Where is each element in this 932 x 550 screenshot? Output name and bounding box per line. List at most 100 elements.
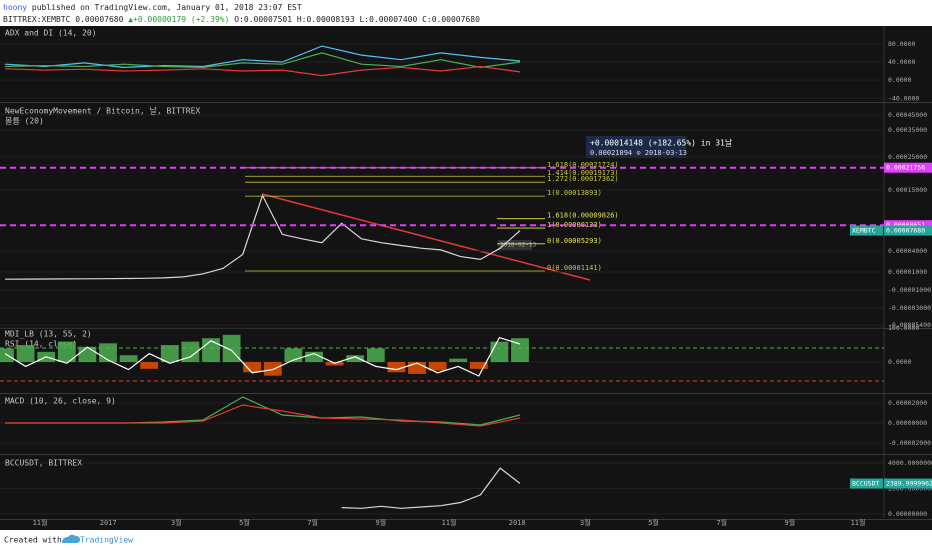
published: published on TradingView.com, January 01…: [32, 3, 302, 12]
trend-line: [261, 193, 591, 281]
series-line: [4, 336, 521, 377]
panel-title: BCCUSDT, BITTREX: [5, 459, 82, 468]
y-tick-label: 40.0000: [888, 58, 915, 66]
series-line: [4, 193, 521, 280]
series-line: [4, 45, 521, 69]
last-price: 0.00007680: [75, 15, 123, 24]
y-tick-label: -0.00002000: [888, 439, 931, 447]
histogram-bar: [78, 346, 97, 363]
histogram-bar: [16, 345, 35, 363]
price-label-box: [884, 225, 932, 236]
symbol: BITTREX:XEMBTC: [3, 15, 71, 24]
histogram-bar: [469, 362, 488, 369]
histogram-bar: [428, 362, 447, 371]
histogram-bar: [408, 362, 426, 374]
x-tick-label: 3월: [580, 518, 591, 527]
panel-title: ADX and DI (14, 20): [5, 29, 97, 38]
fib-label: 1(0.00013893): [547, 189, 602, 197]
header-bg: [0, 0, 932, 26]
series-line: [341, 467, 521, 509]
series-line: [4, 65, 521, 77]
y-tick-label: 0.0000: [888, 358, 912, 366]
price-label-box: [884, 220, 932, 231]
price-label-box: [884, 162, 932, 173]
measure-detail: 0.00021894 ⊙ 2018-03-13: [590, 149, 687, 157]
x-tick-label: 9월: [376, 518, 387, 527]
panel-title: MDI_LB (13, 55, 2): [5, 330, 92, 339]
histogram-bar: [346, 355, 365, 363]
y-tick-label: 0.00000000: [888, 419, 927, 427]
ohlc: O:0.00007501 H:0.00008193 L:0.00007400 C…: [234, 15, 480, 24]
y-tick-label: 0.0000: [888, 76, 912, 84]
fib-label: 1.414(0.00019173): [547, 169, 619, 177]
y-tick-label: 0.00035000: [888, 126, 927, 134]
fib-label: 0(0.00001141): [547, 264, 602, 272]
price-label-box: [884, 478, 932, 489]
publish-line: hoony published on TradingView.com, Janu…: [3, 3, 302, 12]
x-tick-label: 11월: [442, 518, 457, 527]
change: ▲+0.00000179 (+2.39%): [128, 15, 229, 24]
price-label: 0.00008651: [886, 221, 925, 229]
symbol-tag: BCCUSDT: [852, 480, 879, 488]
x-tick-label: 5월: [648, 518, 659, 527]
fib-label: 1.618(0.00009826): [547, 212, 619, 220]
y-tick-label: 100.0000: [888, 324, 919, 332]
panel-subtitle: RSI (14, close): [5, 340, 77, 349]
footer-created: Created with: [4, 536, 62, 545]
x-tick-label: 5월: [239, 518, 250, 527]
histogram-bar: [243, 362, 262, 373]
histogram-bar: [511, 338, 529, 363]
symbol-tag-box: [850, 225, 883, 236]
x-tick-label: 3월: [171, 518, 182, 527]
symbol-tag-box: [850, 478, 883, 489]
x-tick-label: 11월: [851, 518, 866, 527]
symbol-tag: XEMBTC: [852, 227, 876, 235]
histogram-bar: [140, 362, 159, 369]
histogram-bar: [160, 345, 179, 363]
y-tick-label: -0.00003000: [888, 304, 931, 312]
price-label: 0.00021756: [886, 164, 925, 172]
header: hoony published on TradingView.com, Janu…: [3, 3, 480, 24]
x-tick-label: 2017: [100, 519, 117, 527]
y-tick-label: -0.00005400: [888, 321, 931, 329]
x-tick-label: 7월: [716, 518, 727, 527]
histogram-bar: [202, 338, 220, 363]
series-line: [4, 52, 521, 69]
measure-text: +0.00014148 (+182.65%) in 31날: [590, 138, 733, 148]
y-tick-label: 0.00001000: [888, 268, 927, 276]
measure-box: [586, 136, 686, 158]
y-tick-label: 0.00002000: [888, 399, 927, 407]
y-tick-label: -0.00001000: [888, 286, 931, 294]
footer-bg: [0, 530, 932, 550]
author[interactable]: hoony: [3, 3, 27, 12]
histogram-bar: [263, 362, 282, 376]
symbol-line: BITTREX:XEMBTC 0.00007680 ▲+0.00000179 (…: [3, 15, 480, 24]
date-tag: 2018-02-13: [500, 242, 537, 249]
histogram-bar: [119, 355, 138, 363]
histogram-bar: [366, 348, 385, 363]
histogram-bar: [387, 362, 406, 373]
fib-label: 1.618(0.00021724): [547, 161, 619, 169]
series-line: [5, 404, 521, 427]
y-tick-label: 4000.00000000: [888, 459, 932, 467]
price-label: 2389.99999629: [886, 480, 932, 488]
panel-title: MACD (10, 26, close, 9): [5, 397, 116, 406]
y-tick-label: 0.00045000: [888, 111, 927, 119]
histogram-bar: [57, 341, 76, 363]
y-tick-label: 0.00025000: [888, 153, 927, 161]
x-tick-label: 11월: [33, 518, 48, 527]
y-tick-label: 80.0000: [888, 40, 915, 48]
histogram-bar: [181, 341, 200, 363]
histogram-bar: [449, 358, 468, 363]
x-tick-label: 9월: [785, 518, 796, 527]
histogram-bar: [305, 351, 323, 363]
price-label: 0.00007680: [886, 227, 925, 235]
footer-brand[interactable]: TradingView: [80, 536, 133, 545]
y-tick-label: 0.00000000: [888, 510, 927, 518]
fib-label: 0(0.00005293): [547, 237, 602, 245]
tv-logo: [62, 534, 80, 543]
panel-title: NewEconomyMovement / Bitcoin, 날, BITTREX: [5, 106, 200, 116]
date-tag-box: [498, 240, 532, 250]
fib-label: 1.272(0.00017362): [547, 175, 619, 183]
